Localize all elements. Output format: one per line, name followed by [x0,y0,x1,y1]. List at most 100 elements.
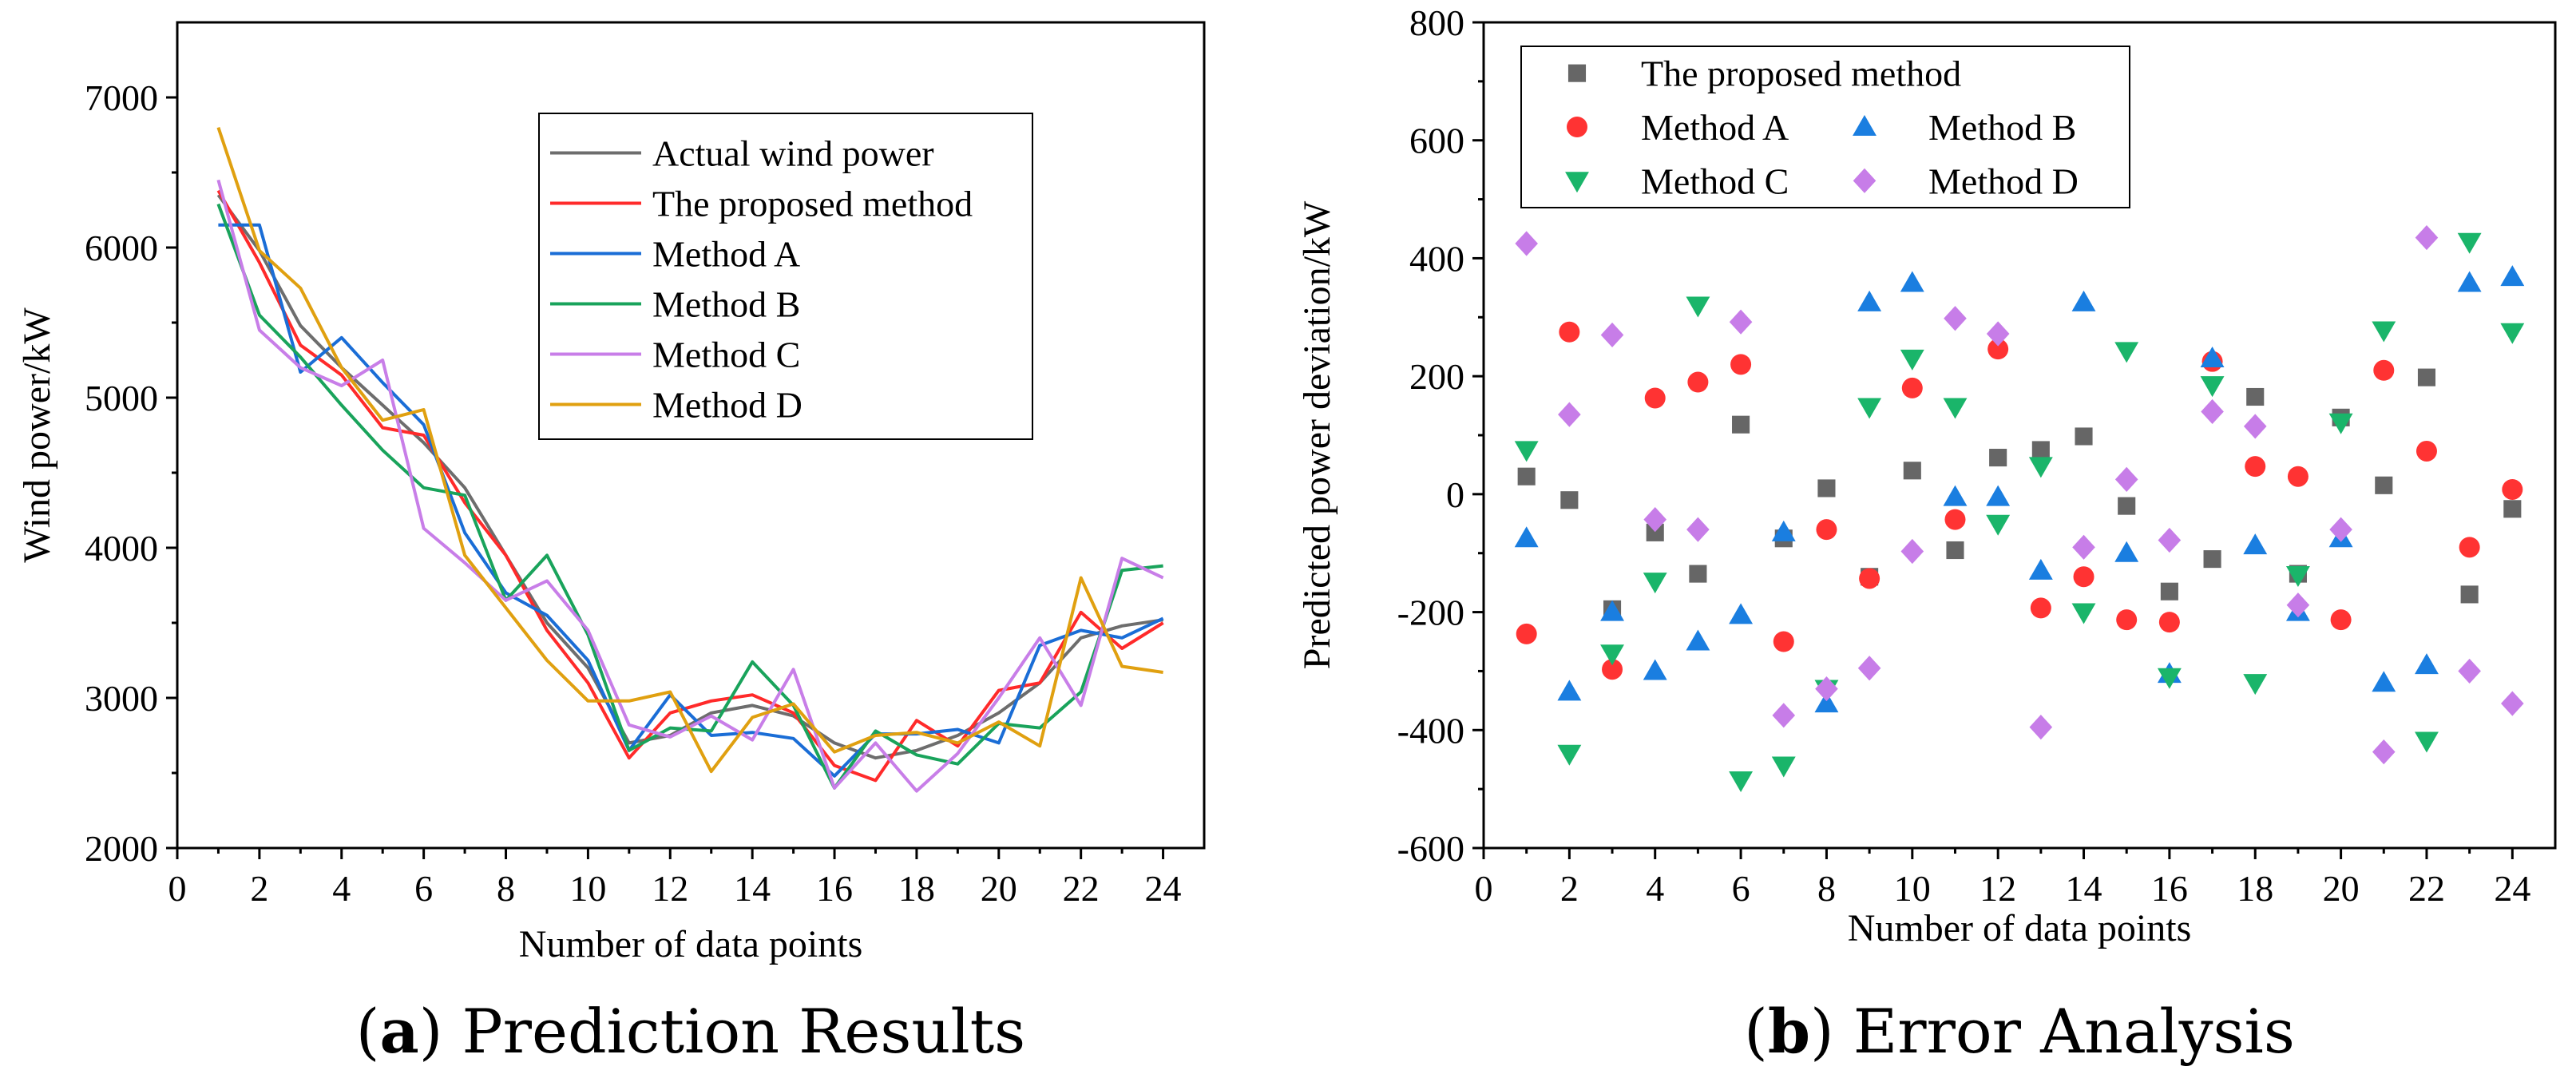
data-point [2415,440,2437,462]
data-point [1600,322,1624,348]
x-tick-label: 4 [332,868,351,909]
legend-label: The proposed method [652,184,973,224]
data-point [1514,526,1539,548]
data-point [1689,565,1707,583]
data-point [1772,703,1796,728]
data-point [1643,507,1667,533]
data-point [2029,714,2053,740]
x-tick-label: 18 [2237,868,2273,909]
data-point [1600,600,1624,621]
data-point [1560,491,1579,509]
x-tick-label: 20 [2323,868,2360,909]
x-tick-label: 2 [1560,868,1579,909]
x-tick-label: 10 [1894,868,1931,909]
x-tick-label: 12 [652,868,688,909]
data-point [1859,568,1880,589]
data-point [2114,342,2139,363]
legend-label: Method D [652,385,803,426]
data-point [1643,573,1667,594]
data-point [1857,398,1882,419]
data-point [1946,541,1964,560]
panel-caption: (a) Prediction Results [356,996,1025,1067]
y-axis-title: Wind power/kW [16,307,58,563]
legend-label: Actual wind power [652,133,934,174]
data-point [2458,658,2481,684]
x-tick-label: 8 [1817,868,1836,909]
data-point [1814,692,1839,713]
data-point [1730,354,1752,375]
data-point [2415,653,2439,675]
data-point [1989,449,2007,467]
data-point [1900,349,1924,371]
data-point [1986,321,2010,347]
series-line-actual-wind-power [216,194,1163,760]
data-point [1817,479,1836,497]
data-point [1943,398,1968,419]
x-tick-label: 8 [497,868,515,909]
caption-open-paren: ( [1744,996,1768,1067]
y-tick-label: 800 [1409,2,1464,43]
data-point [1644,387,1666,409]
y-axis-title: Predicted power deviation/kW [1296,200,1338,669]
data-point [2245,456,2266,478]
legend-marker [1567,117,1587,137]
data-point [1686,517,1710,542]
caption-text: ) Error Analysis [1810,996,2295,1067]
x-tick-label: 0 [168,868,187,909]
data-point [1515,231,1538,256]
legend-marker [1565,172,1589,193]
data-point [2286,593,2310,618]
data-point [2457,232,2482,254]
data-point [2500,265,2525,287]
x-tick-label: 16 [816,868,853,909]
data-point [2287,466,2308,487]
x-tick-label: 10 [569,868,606,909]
data-point [2114,541,2139,562]
data-point [2028,558,2053,580]
data-point [2157,668,2182,689]
data-point [2114,466,2138,492]
data-point [2073,566,2094,588]
data-point [1514,441,1539,462]
data-point [1771,520,1796,541]
legend-marker [1567,64,1587,82]
x-tick-label: 12 [1980,868,2016,909]
caption-open-paren: ( [356,996,380,1067]
x-tick-label: 4 [1646,868,1664,909]
data-point [1773,631,1794,652]
data-point [1646,523,1664,541]
data-point [2415,224,2439,251]
legend-label: The proposed method [1641,54,1961,94]
legend-marker [1853,115,1877,137]
data-point [1944,306,1967,331]
legend-label: Method C [1641,161,1789,201]
series-line-method-d [216,126,1163,774]
data-point [2158,527,2182,553]
data-point [1558,402,1581,427]
data-point [2500,323,2525,344]
data-point [1815,676,1838,702]
data-point [2201,398,2224,425]
data-point [1816,519,1837,541]
data-point [1900,538,1924,565]
panel-caption: (b) Error Analysis [1744,996,2295,1067]
data-point [1517,467,1536,486]
data-point [2329,517,2352,542]
data-point [2160,582,2178,600]
x-tick-label: 6 [1732,868,1750,909]
data-point [2200,376,2225,398]
data-point [1944,509,1966,530]
data-point [1602,659,1623,680]
data-point [1901,377,1923,398]
y-tick-label: 7000 [85,77,158,118]
x-tick-label: 6 [414,868,433,909]
y-tick-label: 200 [1409,356,1464,397]
data-point [2502,478,2523,500]
caption-text: ) Prediction Results [419,996,1025,1067]
legend-box [1520,46,2130,208]
data-point [1943,485,1968,506]
data-point [2116,609,2138,631]
legend-label: Method B [652,284,800,325]
data-point [2118,497,2136,515]
